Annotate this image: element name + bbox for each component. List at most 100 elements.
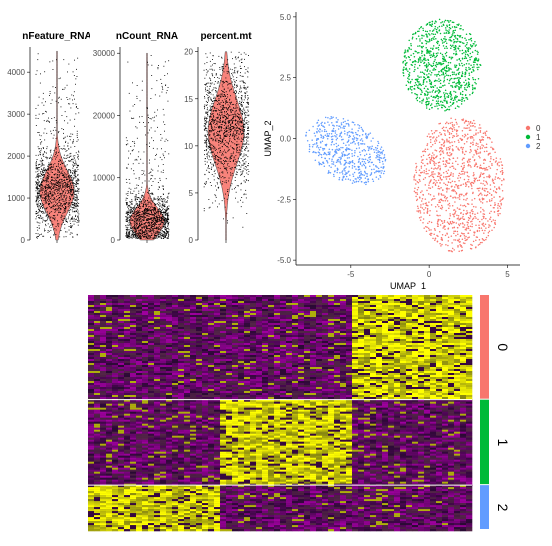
violin-point [218,82,219,83]
violin-point [67,176,68,177]
umap-point [467,232,469,234]
violin-point [65,220,66,221]
violin-point [149,214,150,215]
violin-point [45,203,46,204]
violin-point [61,148,62,149]
violin-point [140,233,141,234]
violin-point [164,217,165,218]
violin-point [222,163,223,164]
violin-point [244,159,245,160]
violin-point [155,222,156,223]
violin-point [38,165,39,166]
violin-point [143,217,144,218]
violin-point [157,228,158,229]
violin-point [168,215,169,216]
violin-point [65,87,66,88]
violin-point [142,206,143,207]
umap-point [447,130,449,132]
violin-point [132,234,133,235]
violin-point [130,201,131,202]
violin-point [225,101,226,102]
violin-point [47,146,48,147]
violin-point [204,129,205,130]
violin-point [212,121,213,122]
violin-point [211,69,212,70]
umap-point [447,187,449,189]
violin-point [232,110,233,111]
violin-point [155,159,156,160]
violin-point [144,223,145,224]
violin-point [211,84,212,85]
violin-point [58,132,59,133]
violin-point [68,203,69,204]
violin-point [155,220,156,221]
violin-point [214,179,215,180]
violin-point [138,219,139,220]
violin-point [50,207,51,208]
violin-point [74,198,75,199]
violin-point [226,119,227,120]
violin-point [235,124,236,125]
violin-point [235,90,236,91]
umap-point [439,182,441,184]
umap-point [439,201,441,203]
violin-point [154,120,155,121]
violin-point [47,212,48,213]
violin-point [148,122,149,123]
violin-point [227,199,228,200]
violin-point [168,153,169,154]
violin-point [50,220,51,221]
violin-point [236,171,237,172]
violin-point [52,179,53,180]
violin-point [71,225,72,226]
violin-point [208,71,209,72]
violin-point [67,232,68,233]
violin-point [220,168,221,169]
violin-point [207,62,208,63]
violin-point [163,238,164,239]
violin-point [222,81,223,82]
violin-point [233,128,234,129]
violin-point [152,224,153,225]
violin-point [72,173,73,174]
violin-point [126,203,127,204]
violin-point [50,220,51,221]
violin-point [245,164,246,165]
violin-point [75,113,76,114]
violin-point [240,200,241,201]
violin-point [37,183,38,184]
violin-point [76,206,77,207]
violin-point [136,178,137,179]
violin-point [70,156,71,157]
violin-point [51,118,52,119]
violin-point [224,168,225,169]
violin-point [159,215,160,216]
violin-point [150,219,151,220]
violin-point [64,210,65,211]
violin-point [217,184,218,185]
umap-point [467,138,469,140]
violin-point [204,105,205,106]
violin-point [77,108,78,109]
violin-point [225,129,226,130]
violin-point [136,201,137,202]
umap-point [455,210,457,212]
umap-point [477,152,479,154]
umap-point [499,196,501,198]
violin-point [168,218,169,219]
violin-point [138,237,139,238]
violin-point [72,205,73,206]
violin-point [36,161,37,162]
violin-point [151,178,152,179]
violin-point [137,220,138,221]
violin-point [76,204,77,205]
violin-point [55,202,56,203]
violin-point [70,153,71,154]
violin-point [208,148,209,149]
violin-point [244,99,245,100]
violin-point [247,144,248,145]
violin-point [225,116,226,117]
violin-point [247,103,248,104]
violin-point [219,204,220,205]
violin-point [152,207,153,208]
